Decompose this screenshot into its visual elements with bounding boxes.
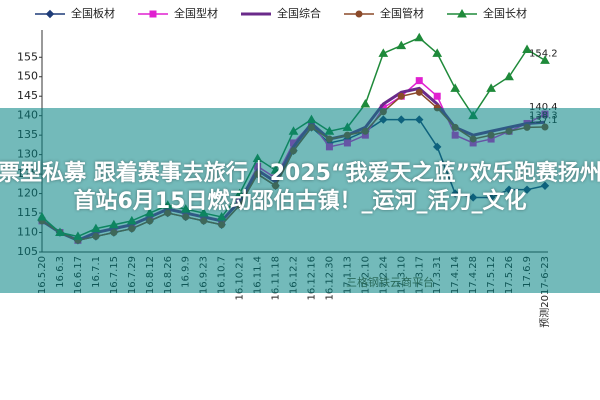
marker [396, 40, 407, 50]
marker [360, 98, 371, 108]
legend-marker [457, 8, 467, 18]
marker [522, 44, 532, 53]
legend-marker [45, 9, 55, 19]
marker [486, 83, 496, 92]
marker [504, 71, 514, 81]
legend-marker [149, 10, 157, 18]
marker [415, 77, 423, 85]
marker [432, 48, 443, 57]
marker [397, 92, 405, 100]
banner-band [0, 108, 600, 293]
y-tick-label: 150 [17, 70, 38, 83]
y-tick-label: 155 [17, 50, 38, 63]
watermark: 三格钢铁云商平台 [346, 275, 434, 289]
legend-label: 全国长材 [483, 6, 527, 20]
marker [415, 88, 423, 96]
legend-label: 全国综合 [277, 6, 321, 20]
legend-label: 全国型材 [174, 6, 218, 20]
marker [433, 92, 441, 100]
marker [450, 83, 461, 92]
end-label: 140.4 [529, 102, 558, 113]
end-label: 154.2 [529, 48, 558, 59]
marker [378, 48, 389, 57]
legend-label: 全国管材 [380, 6, 424, 20]
marker [540, 55, 550, 64]
overlay-text: 股票型私募 跟着赛事去旅行｜2025“我爱天之蓝”欢乐跑赛扬州站首站6月15日燃… [0, 161, 600, 214]
legend-marker [355, 10, 363, 18]
marker [414, 32, 425, 42]
y-tick-label: 145 [17, 89, 38, 102]
legend-label: 全国板材 [71, 6, 115, 20]
